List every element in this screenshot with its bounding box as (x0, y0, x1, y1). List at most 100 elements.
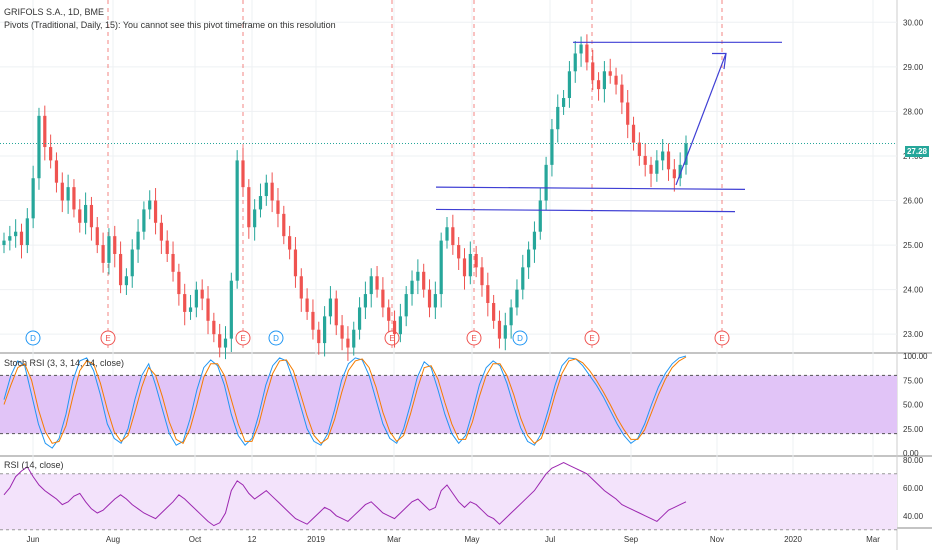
stoch-tick-label: 50.00 (903, 401, 924, 410)
y-tick-label: 25.00 (903, 241, 924, 250)
candle-body (492, 302, 496, 321)
candle-body (334, 298, 338, 326)
candle-body (276, 200, 280, 214)
candle-body (118, 253, 123, 286)
candle-body (19, 231, 24, 246)
last-price-badge: 27.28 (904, 146, 929, 157)
candle-body (54, 160, 59, 183)
candle-body (60, 182, 64, 201)
candle-body (171, 253, 175, 272)
projection-arrowhead (712, 52, 727, 70)
candle-body (561, 98, 566, 107)
dividend-marker (25, 330, 41, 346)
rsi-tick-label: 80.00 (903, 456, 924, 465)
x-tick-label: Sep (624, 535, 639, 544)
candle-body (410, 280, 414, 295)
candle-body (346, 338, 350, 348)
candle-body (223, 338, 228, 348)
candle-body (655, 160, 659, 174)
dividend-marker (512, 330, 528, 346)
candle-body (515, 289, 519, 308)
candle-body (212, 320, 216, 335)
earnings-marker (384, 330, 400, 346)
candle-body (328, 298, 333, 317)
earnings-marker-label: E (471, 334, 476, 343)
rsi-band (0, 473, 897, 530)
candle-body (375, 276, 379, 290)
x-tick-label: May (464, 535, 479, 544)
candle-body (439, 240, 443, 295)
candle-body (503, 325, 507, 339)
candle-body (136, 231, 140, 250)
x-tick-label: Mar (866, 535, 880, 544)
candle-body (614, 75, 618, 85)
candle-body (37, 115, 41, 179)
candle-body (422, 271, 426, 290)
candle-body (113, 236, 117, 254)
candle-body (78, 209, 82, 223)
candle-body (398, 316, 402, 335)
stoch-rsi-title: Stoch RSI (3, 3, 14, 14, close) (4, 358, 125, 368)
y-tick-label: 30.00 (903, 18, 924, 27)
stoch-tick-label: 0.00 (903, 449, 919, 458)
candle-body (556, 106, 560, 130)
candle-body (218, 334, 222, 348)
stoch-K-line (3, 355, 687, 449)
candle-body (573, 53, 577, 72)
x-tick-label: Mar (387, 535, 401, 544)
candle-body (101, 245, 105, 263)
x-tick-label: Jul (545, 535, 555, 544)
candle-body (538, 200, 542, 232)
candle-body (474, 253, 478, 268)
candle-body (363, 294, 368, 308)
candle-body (416, 271, 420, 281)
candle-body (264, 182, 268, 197)
candle-body (672, 169, 676, 179)
earnings-marker (100, 330, 116, 346)
pivots-notice: Pivots (Traditional, Daily, 15): You can… (4, 20, 336, 30)
earnings-marker-label: E (389, 334, 394, 343)
y-tick-label: 23.00 (903, 330, 924, 339)
candle-body (293, 249, 298, 277)
candle-body (666, 151, 671, 170)
earnings-marker (235, 330, 251, 346)
x-tick-label: Oct (189, 535, 202, 544)
candle-body (322, 316, 327, 344)
candle-body (142, 209, 146, 232)
candle-body (468, 253, 472, 277)
candle-body (626, 102, 630, 125)
candle-body (49, 147, 53, 161)
candle-body (643, 155, 647, 165)
candle-body (585, 44, 589, 63)
stoch-tick-label: 75.00 (903, 376, 924, 385)
candle-body (177, 271, 181, 295)
candle-body (206, 298, 210, 321)
candle-body (427, 289, 432, 308)
x-tick-label: Nov (710, 535, 724, 544)
candle-body (509, 307, 513, 326)
candle-body (637, 142, 641, 156)
candle-body (579, 44, 583, 54)
candle-body (678, 164, 682, 179)
candle-body (241, 160, 245, 188)
candle-body (591, 62, 595, 81)
candle-body (148, 200, 152, 210)
rsi-line (3, 462, 687, 527)
candle-body (235, 160, 239, 281)
earnings-marker-label: E (589, 334, 594, 343)
y-tick-label: 29.00 (903, 63, 924, 72)
candle-body (247, 187, 251, 228)
candle-body (486, 285, 490, 303)
candle-body (392, 320, 397, 335)
y-tick-label: 26.00 (903, 197, 924, 206)
candle-body (183, 294, 187, 312)
candle-body (661, 151, 665, 161)
candle-body (311, 311, 315, 330)
rsi-tick-label: 40.00 (903, 512, 924, 521)
candle-body (521, 267, 525, 290)
candle-body (31, 178, 35, 219)
candle-body (340, 325, 344, 339)
candle-body (480, 267, 484, 286)
